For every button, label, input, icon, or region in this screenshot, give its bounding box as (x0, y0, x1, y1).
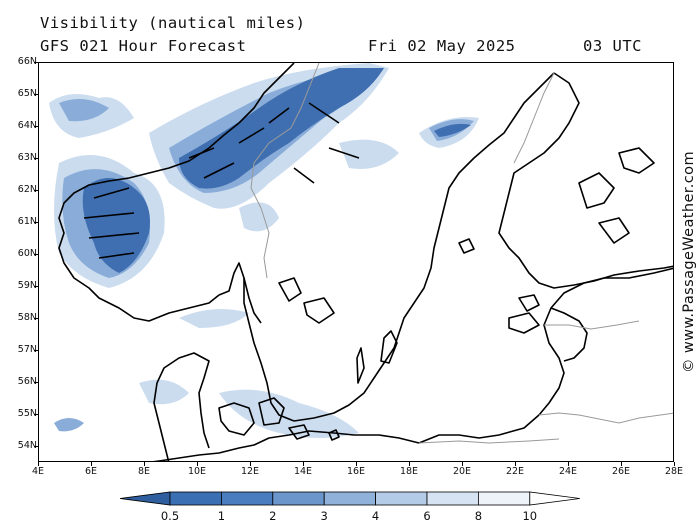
longitude-tick-label: 10E (187, 466, 207, 477)
colorbar-segment (272, 491, 325, 506)
longitude-tick-mark (568, 462, 569, 466)
latitude-tick-mark (34, 126, 38, 127)
land-borders (250, 63, 673, 444)
latitude-tick-mark (34, 318, 38, 319)
latitude-tick-mark (34, 94, 38, 95)
longitude-tick-label: 18E (399, 466, 419, 477)
longitude-tick-label: 8E (137, 466, 151, 477)
latitude-tick-label: 64N (17, 120, 37, 131)
longitude-tick-label: 12E (240, 466, 260, 477)
latitude-tick-mark (34, 254, 38, 255)
latitude-tick-label: 57N (17, 344, 37, 355)
colorbar-segment (426, 491, 479, 506)
latitude-tick-label: 56N (17, 376, 37, 387)
longitude-tick-label: 26E (611, 466, 631, 477)
visibility-map (38, 62, 674, 462)
longitude-tick-label: 4E (31, 466, 45, 477)
colorbar-segment (323, 491, 377, 506)
latitude-tick-label: 60N (17, 248, 37, 259)
longitude-tick-label: 16E (346, 466, 366, 477)
map-title: Visibility (nautical miles) (40, 14, 306, 32)
colorbar-segment (477, 491, 531, 506)
colorbar-label: 0.5 (160, 509, 180, 523)
latitude-tick-label: 61N (17, 216, 37, 227)
forecast-subtitle: GFS 021 Hour Forecast (40, 37, 247, 55)
map-canvas (49, 63, 673, 461)
longitude-tick-mark (91, 462, 92, 466)
colorbar-low-extension (119, 491, 171, 506)
latitude-tick-label: 59N (17, 280, 37, 291)
latitude-tick-label: 55N (17, 408, 37, 419)
longitude-tick-mark (38, 462, 39, 466)
longitude-tick-label: 22E (505, 466, 525, 477)
longitude-tick-mark (515, 462, 516, 466)
latitude-tick-label: 62N (17, 184, 37, 195)
longitude-tick-mark (197, 462, 198, 466)
latitude-tick-label: 65N (17, 88, 37, 99)
longitude-tick-mark (674, 462, 675, 466)
colorbar-segment (220, 491, 274, 506)
latitude-tick-mark (34, 414, 38, 415)
latitude-tick-label: 58N (17, 312, 37, 323)
latitude-tick-mark (34, 286, 38, 287)
longitude-tick-label: 14E (293, 466, 313, 477)
latitude-tick-mark (34, 190, 38, 191)
longitude-tick-mark (144, 462, 145, 466)
latitude-tick-mark (34, 62, 38, 63)
latitude-tick-label: 54N (17, 440, 37, 451)
colorbar-label: 2 (269, 509, 277, 523)
longitude-tick-label: 20E (452, 466, 472, 477)
coastlines (58, 63, 673, 461)
longitude-tick-mark (409, 462, 410, 466)
forecast-time: 03 UTC (583, 37, 642, 55)
longitude-tick-mark (250, 462, 251, 466)
longitude-tick-label: 6E (84, 466, 98, 477)
latitude-tick-label: 63N (17, 152, 37, 163)
colorbar-segment (375, 491, 428, 506)
colorbar-label: 4 (371, 509, 380, 523)
longitude-tick-mark (303, 462, 304, 466)
colorbar-high-extension (529, 491, 580, 506)
latitude-tick-mark (34, 350, 38, 351)
latitude-tick-mark (34, 222, 38, 223)
latitude-tick-mark (34, 158, 38, 159)
longitude-tick-mark (621, 462, 622, 466)
latitude-tick-label: 66N (17, 56, 37, 67)
longitude-tick-mark (356, 462, 357, 466)
longitude-tick-label: 28E (664, 466, 684, 477)
colorbar-label: 8 (474, 509, 483, 523)
colorbar-segment (169, 491, 222, 506)
visibility-dense-shading (82, 68, 471, 273)
colorbar-label: 6 (423, 509, 431, 523)
colorbar-label: 3 (320, 509, 328, 523)
longitude-tick-mark (462, 462, 463, 466)
colorbar-label: 1 (217, 509, 226, 523)
latitude-tick-mark (34, 446, 38, 447)
colorbar-label: 10 (522, 509, 538, 523)
longitude-tick-label: 24E (558, 466, 578, 477)
latitude-tick-mark (34, 382, 38, 383)
forecast-date: Fri 02 May 2025 (368, 37, 516, 55)
